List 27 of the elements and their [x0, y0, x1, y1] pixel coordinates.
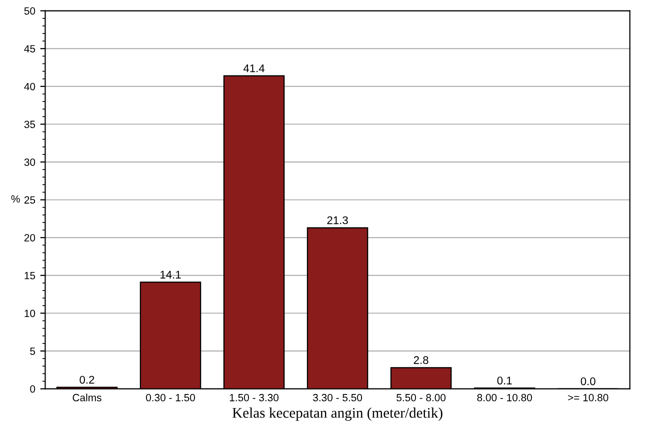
x-tick-label: 0.30 - 1.50: [146, 394, 195, 402]
y-tick-label: 15: [24, 272, 36, 280]
y-tick-label: 25: [24, 196, 36, 204]
y-tick-label: 20: [24, 234, 36, 242]
y-tick-label: 45: [24, 45, 36, 52]
x-axis-title: Kelas kecepatan angin (meter/detik): [232, 408, 442, 421]
y-tick-label: 30: [24, 158, 36, 166]
x-tick-label: 8.00 - 10.80: [477, 394, 532, 402]
x-tick-label: >= 10.80: [568, 394, 608, 402]
y-tick-label: 40: [24, 82, 36, 90]
x-tick-label: 5.50 - 8.00: [396, 394, 446, 402]
x-tick-label: 1.50 - 3.30: [230, 394, 279, 402]
y-tick-label: 35: [24, 120, 36, 128]
y-tick-label: 5: [30, 348, 36, 355]
data-label: 41.4: [243, 64, 265, 72]
data-label: 21.3: [327, 216, 348, 224]
x-tick-label: 3.30 - 5.50: [313, 394, 362, 402]
data-label: 0.2: [80, 376, 94, 384]
y-tick-label: 0: [30, 385, 36, 393]
y-tick-label: 10: [24, 310, 36, 318]
data-label: 0.0: [580, 377, 596, 386]
y-tick-label: 50: [24, 7, 36, 15]
data-label: 14.1: [160, 270, 181, 279]
data-label: 0.1: [497, 376, 512, 384]
x-tick-label: Calms: [72, 394, 102, 402]
y-axis-title: %: [11, 195, 20, 203]
data-label: 2.8: [414, 356, 428, 364]
